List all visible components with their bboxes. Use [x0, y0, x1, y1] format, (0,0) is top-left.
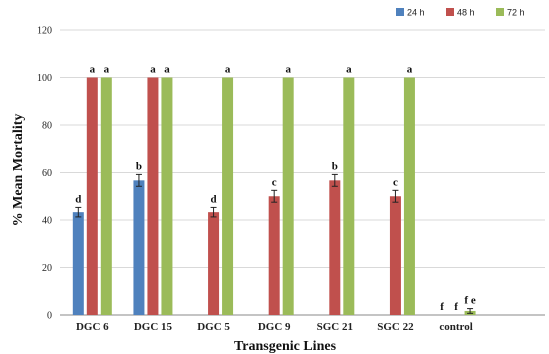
y-tick-label: 20 — [42, 263, 52, 274]
legend-swatch — [446, 8, 454, 16]
legend-label: 48 h — [457, 8, 475, 18]
bar — [268, 196, 280, 315]
significance-letter: c — [393, 176, 398, 188]
y-tick-label: 120 — [37, 26, 52, 37]
significance-letter: b — [136, 160, 142, 172]
bar — [72, 212, 84, 315]
significance-letter: b — [332, 160, 338, 172]
significance-letter: a — [104, 64, 110, 76]
significance-letter: a — [150, 64, 156, 76]
y-axis-ticks: 0 20 40 60 80 100 120 — [37, 26, 52, 322]
y-tick-label: 40 — [42, 216, 52, 227]
x-axis-title: Transgenic Lines — [234, 339, 337, 354]
significance-letter: a — [407, 64, 413, 76]
significance-letter: a — [225, 64, 231, 76]
bar — [161, 77, 173, 315]
bar — [343, 77, 355, 315]
legend-label: 24 h — [407, 8, 425, 18]
bar — [86, 77, 98, 315]
y-axis-title: % Mean Mortality — [11, 114, 26, 227]
x-category-label: DGC 6 — [76, 321, 109, 333]
bar — [147, 77, 159, 315]
significance-letter: a — [346, 64, 352, 76]
legend-label: 72 h — [507, 8, 525, 18]
significance-letter: a — [164, 64, 170, 76]
x-category-label: SGC 22 — [377, 321, 414, 333]
bar — [282, 77, 294, 315]
significance-letter: f — [454, 301, 458, 313]
bar — [100, 77, 112, 315]
significance-letter: d — [211, 193, 217, 205]
significance-letter: c — [272, 176, 277, 188]
gridlines — [60, 29, 545, 316]
significance-letter: a — [285, 64, 291, 76]
x-category-label: SGC 21 — [317, 321, 353, 333]
y-tick-label: 0 — [47, 311, 52, 322]
bars — [72, 77, 476, 315]
legend: 24 h 48 h 72 h — [396, 8, 525, 18]
y-tick-label: 80 — [42, 121, 52, 132]
significance-letter: f — [440, 301, 444, 313]
x-axis-categories: DGC 6 DGC 15 DGC 5 DGC 9 SGC 21 SGC 22 control — [76, 321, 473, 333]
y-tick-label: 60 — [42, 168, 52, 179]
significance-letter: f e — [464, 295, 475, 307]
x-category-label: control — [439, 321, 472, 333]
y-tick-label: 100 — [37, 73, 52, 84]
bar — [222, 77, 234, 315]
bar — [389, 196, 401, 315]
bar — [329, 180, 341, 315]
x-category-label: DGC 5 — [197, 321, 230, 333]
legend-swatch — [496, 8, 504, 16]
bar — [403, 77, 415, 315]
x-category-label: DGC 9 — [258, 321, 291, 333]
legend-swatch — [396, 8, 404, 16]
significance-letter: a — [90, 64, 96, 76]
significance-letter: d — [75, 193, 81, 205]
bar — [208, 212, 220, 315]
x-category-label: DGC 15 — [134, 321, 173, 333]
bar — [133, 180, 145, 315]
